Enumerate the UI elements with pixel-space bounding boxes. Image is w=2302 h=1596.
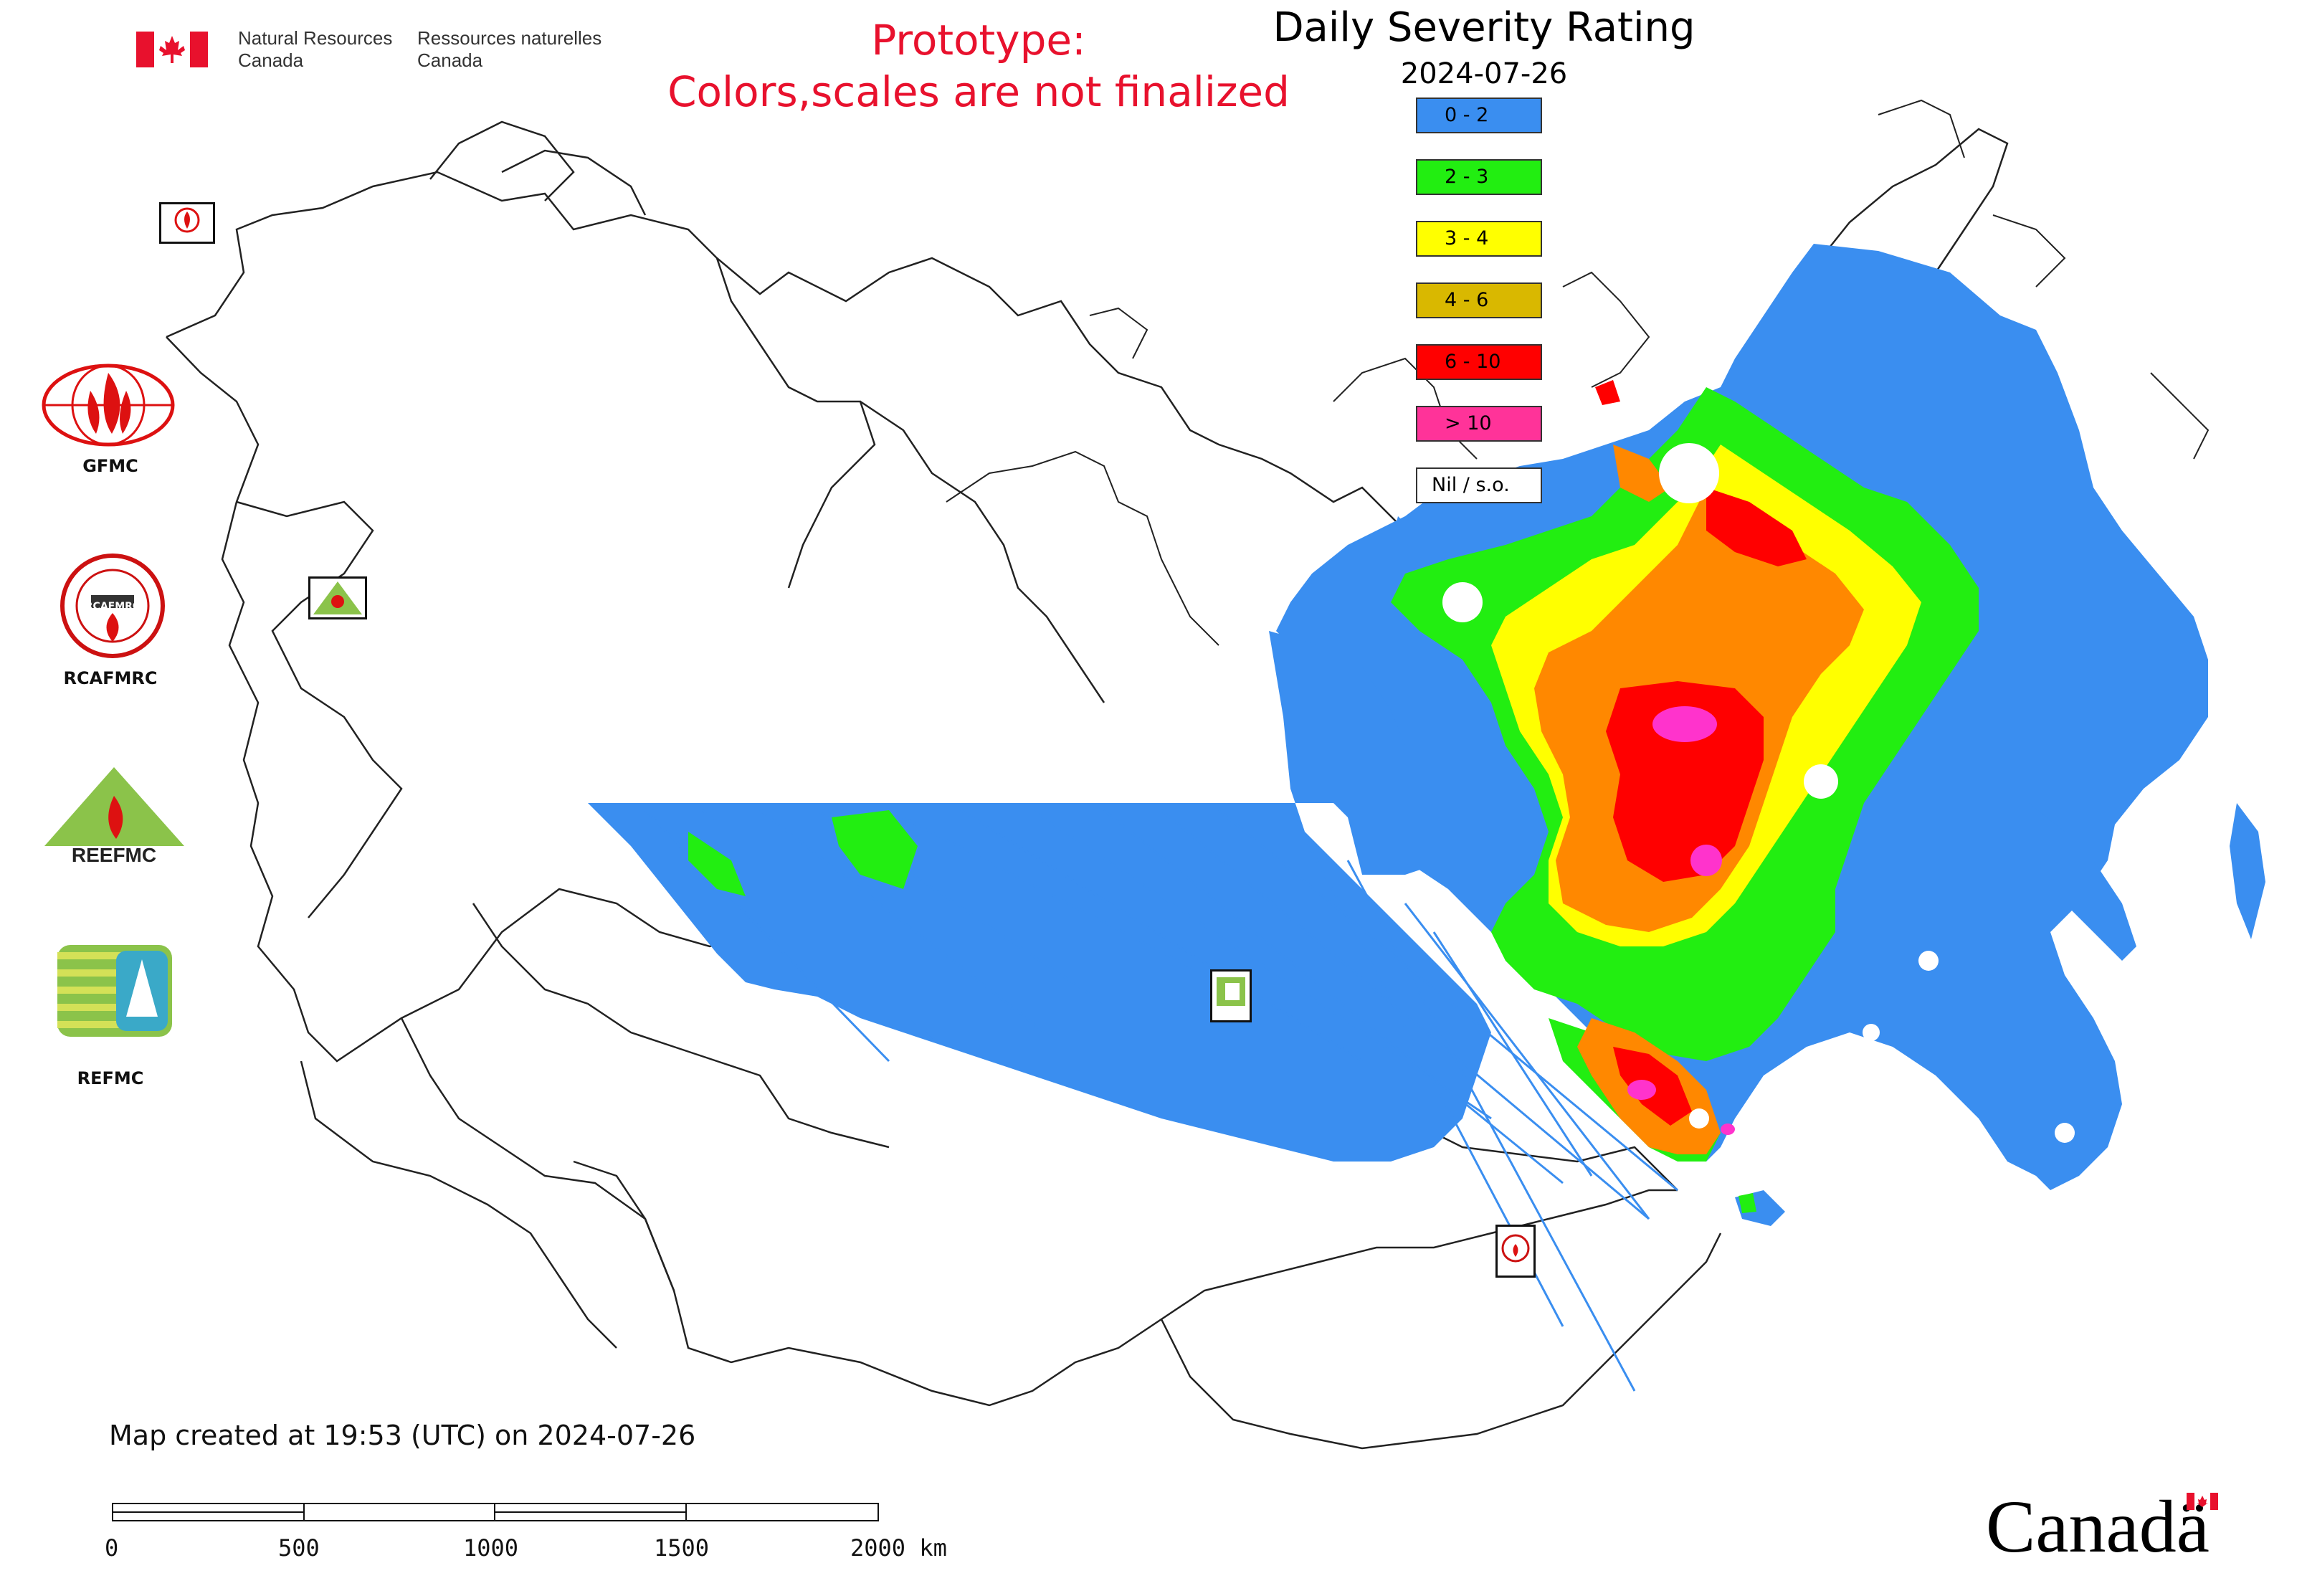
wordmark-flag-icon xyxy=(2187,1493,2218,1510)
rcafmrc-ring-text: RCAFMRC xyxy=(85,601,141,612)
agency-name-fr: Ressources naturelles Canada xyxy=(417,27,602,71)
refmc-map-marker-icon[interactable] xyxy=(1210,969,1252,1022)
reefmc-logo-icon: REEFMC xyxy=(37,767,191,868)
map-title: Daily Severity Rating xyxy=(1273,4,1695,51)
legend-item-4-6: 4 - 6 xyxy=(1416,282,1542,318)
scale-bar xyxy=(112,1503,880,1521)
legend-item-nil: Nil / s.o. xyxy=(1416,467,1542,503)
scale-label-500: 500 xyxy=(278,1534,320,1562)
legend-item-6-10: 6 - 10 xyxy=(1416,344,1542,380)
map-created-note: Map created at 19:53 (UTC) on 2024-07-26 xyxy=(109,1420,696,1451)
rcafmrc-label: RCAFMRC xyxy=(63,668,158,688)
agency-name-en: Natural Resources Canada xyxy=(238,27,393,71)
rcafmrc-map-marker-icon[interactable] xyxy=(1495,1225,1536,1278)
refmc-label: REFMC xyxy=(77,1068,144,1088)
refmc-logo-icon xyxy=(57,945,172,1037)
scale-label-1500: 1500 xyxy=(654,1534,710,1562)
legend-item-3-4: 3 - 4 xyxy=(1416,221,1542,257)
gfmc-logo-icon xyxy=(40,362,176,448)
reefmc-logo-text: REEFMC xyxy=(72,844,156,866)
scale-label-2000: 2000 km xyxy=(850,1534,947,1562)
reefmc-map-marker-icon[interactable] xyxy=(308,576,367,619)
gfmc-label: GFMC xyxy=(82,456,138,476)
legend-item-0-2: 0 - 2 xyxy=(1416,98,1542,133)
legend-item-2-3: 2 - 3 xyxy=(1416,159,1542,195)
legend-item-gt-10: > 10 xyxy=(1416,406,1542,442)
canada-wordmark: Canadä xyxy=(1986,1486,2210,1568)
scale-label-1000: 1000 xyxy=(463,1534,519,1562)
scale-label-0: 0 xyxy=(105,1534,119,1562)
rcafmrc-logo-icon xyxy=(59,552,166,660)
map-date: 2024-07-26 xyxy=(1400,57,1568,90)
gfmc-map-marker-icon[interactable] xyxy=(159,202,215,244)
prototype-notice: Prototype: Colors,scales are not finaliz… xyxy=(667,16,1290,116)
raster-streaks xyxy=(644,809,1678,1392)
canada-flag-icon xyxy=(136,32,208,67)
